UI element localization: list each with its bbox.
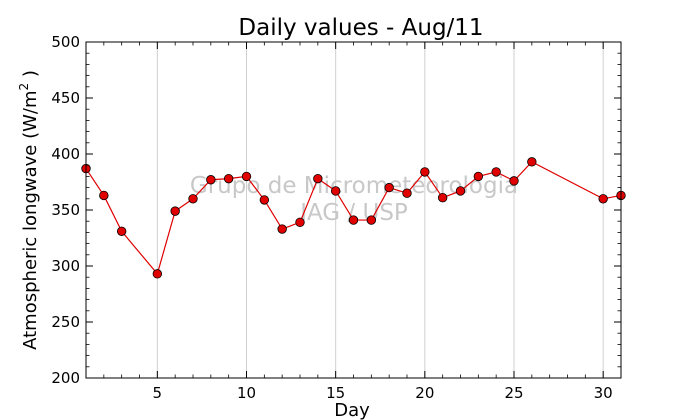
y-axis-label: Atmospheric longwave (W/m2 ) [17, 70, 41, 350]
data-point [509, 176, 519, 186]
data-point [170, 206, 180, 216]
grid-lines [156, 42, 604, 378]
x-tick-labels: 5 10 15 20 25 30 [153, 384, 613, 402]
y-tick-label: 450 [51, 89, 80, 107]
y-tick-label: 250 [51, 313, 80, 331]
data-point [384, 182, 394, 193]
data-point [437, 192, 448, 203]
data-point [99, 190, 109, 201]
x-axis-label: Day [334, 400, 370, 420]
chart-title: Daily values - Aug/11 [238, 15, 483, 41]
data-point [206, 175, 216, 185]
data-point [473, 171, 484, 182]
y-tick-labels: 200 250 300 350 400 450 500 [51, 33, 80, 387]
data-point [295, 217, 305, 228]
y-tick-label: 500 [51, 33, 80, 51]
data-point [455, 186, 466, 196]
y-tick-label: 300 [51, 257, 80, 275]
data-point [116, 226, 127, 236]
data-point [152, 269, 163, 279]
data-point [330, 186, 341, 196]
y-axis-label-main: Atmospheric longwave (W/m [20, 91, 41, 350]
x-tick-label: 15 [326, 384, 345, 402]
data-point [277, 224, 287, 234]
x-tick-label: 5 [153, 384, 163, 402]
x-tick-label: 20 [415, 384, 434, 402]
y-axis-label-sup: 2 [17, 83, 31, 91]
data-point [223, 173, 234, 184]
series-line-group [81, 157, 626, 279]
y-axis-label-close: ) [20, 70, 41, 83]
data-point [348, 215, 359, 225]
data-point [402, 188, 412, 198]
x-tick-label: 25 [504, 384, 523, 402]
y-tick-label: 200 [51, 369, 80, 387]
x-tick-label: 30 [594, 384, 613, 402]
x-tick-label: 10 [237, 384, 256, 402]
data-point [188, 194, 198, 204]
data-point [241, 171, 252, 182]
y-tick-label: 350 [51, 201, 80, 219]
axis-ticks [85, 41, 622, 379]
data-point [366, 215, 377, 225]
data-point [259, 195, 270, 205]
data-point [420, 167, 430, 177]
data-point [527, 157, 537, 167]
data-point [491, 167, 501, 177]
y-tick-label: 400 [51, 145, 80, 163]
data-point [598, 194, 608, 204]
data-point [313, 173, 323, 184]
